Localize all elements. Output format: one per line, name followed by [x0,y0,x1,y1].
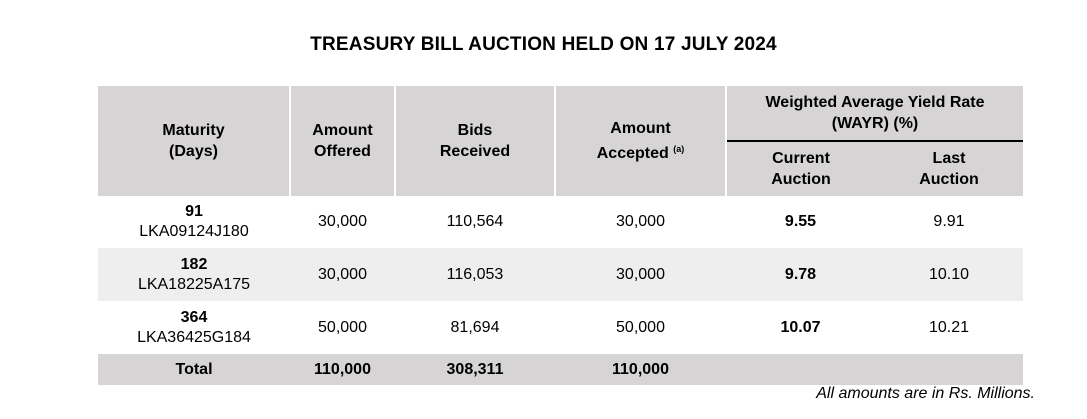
header-maturity-line2: (Days) [169,143,218,160]
current-wayr-cell: 9.78 [784,265,817,283]
maturity-cell: 91 LKA09124J180 [98,196,290,248]
last-wayr-cell: 10.10 [928,265,970,283]
header-bids-received: Bids Received [395,86,556,196]
table-row: 182 LKA18225A175 30,000 116,053 30,000 9… [98,248,1023,301]
header-bids-line1: Bids [457,122,493,139]
units-note: All amounts are in Rs. Millions. [816,385,1035,402]
amount-accepted-cell: 30,000 [616,213,665,230]
bids-received-cell: 110,564 [446,213,504,230]
header-accepted-line1: Amount [610,120,671,137]
isin-code: LKA36425G184 [137,328,251,346]
current-wayr-cell: 10.07 [780,318,821,336]
current-wayr-cell: 9.55 [784,213,817,230]
amount-offered-cell: 30,000 [318,213,367,230]
bids-received-cell: 116,053 [446,265,504,283]
last-wayr-cell: 9.91 [933,213,965,230]
header-offered-line2: Offered [314,143,371,160]
header-offered-line1: Amount [312,122,373,139]
maturity-days: 91 [185,203,203,220]
total-accepted: 110,000 [612,360,669,378]
total-row: Total 110,000 308,311 110,000 [98,354,1023,385]
header-row: Maturity (Days) Amount Offered Bids Rece… [98,86,1023,196]
header-last-auction: Last Auction [875,141,1023,196]
header-wayr: Weighted Average Yield Rate (WAYR) (%) [726,86,1023,142]
header-last-line2: Auction [919,171,979,188]
table-row: 91 LKA09124J180 30,000 110,564 30,000 9.… [98,196,1023,248]
amount-offered-cell: 30,000 [318,265,367,283]
amount-accepted-cell: 50,000 [616,318,665,336]
maturity-cell: 364 LKA36425G184 [98,301,290,354]
auction-table: Maturity (Days) Amount Offered Bids Rece… [98,86,1023,385]
header-wayr-line1: Weighted Average Yield Rate [765,94,985,111]
amount-offered-cell: 50,000 [318,318,367,336]
isin-code: LKA18225A175 [137,275,251,293]
maturity-cell: 182 LKA18225A175 [98,248,290,301]
maturity-days: 364 [180,308,208,326]
table-row: 364 LKA36425G184 50,000 81,694 50,000 10… [98,301,1023,354]
header-current-auction: Current Auction [726,141,875,196]
header-maturity-line1: Maturity [162,122,225,139]
subheader-row: Current Auction Last Auction [98,141,1023,196]
total-last-empty [875,354,1023,385]
header-current-line1: Current [772,150,830,167]
header-amount-offered: Amount Offered [290,86,396,196]
total-label: Total [175,360,213,378]
header-accepted-footnote: (a) [673,144,685,154]
amount-accepted-cell: 30,000 [616,265,665,283]
bids-received-cell: 81,694 [450,318,500,336]
total-offered: 110,000 [314,360,371,378]
header-accepted-line2: Accepted [596,145,669,162]
header-last-line1: Last [932,150,966,167]
total-bids: 308,311 [446,360,504,378]
page-title: TREASURY BILL AUCTION HELD ON 17 JULY 20… [310,34,777,55]
header-current-line2: Auction [771,171,831,188]
header-bids-line2: Received [439,143,511,160]
header-amount-accepted: Amount Accepted (a) [555,86,727,196]
header-wayr-line2: (WAYR) (%) [831,115,919,132]
last-wayr-cell: 10.21 [928,318,970,336]
maturity-days: 182 [180,255,208,273]
header-maturity: Maturity (Days) [98,86,291,196]
total-current-empty [726,354,875,385]
isin-code: LKA09124J180 [139,223,249,240]
